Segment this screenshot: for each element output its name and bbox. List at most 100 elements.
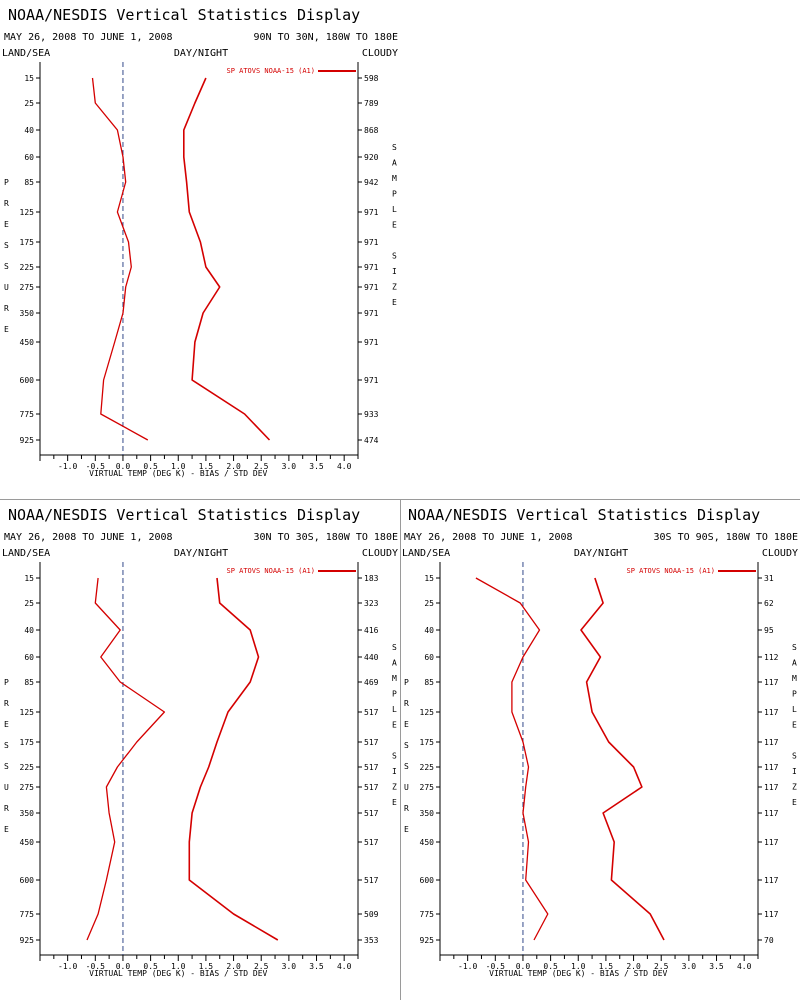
panel-divider-vertical <box>400 500 401 1000</box>
y2-axis-label-letter: A <box>392 159 397 168</box>
pressure-level-label: 775 <box>420 910 435 919</box>
panel-divider-horizontal <box>0 499 800 500</box>
y2-axis-label-letter: P <box>392 690 397 699</box>
pressure-level-label: 40 <box>424 626 434 635</box>
pressure-level-label: 25 <box>24 99 34 108</box>
x-tick-label: -1.0 <box>458 962 477 971</box>
y2-axis-label-letter: P <box>792 690 797 699</box>
pressure-level-label: 275 <box>20 283 35 292</box>
y-axis-label-letter: E <box>4 720 9 729</box>
chart-title: NOAA/NESDIS Vertical Statistics Display <box>8 6 360 24</box>
sample-size-label: 62 <box>764 599 774 608</box>
sample-size-label: 971 <box>364 263 379 272</box>
y-axis-label-letter: E <box>4 220 9 229</box>
stddev-series-line <box>188 577 279 941</box>
y2-axis-label-letter: M <box>392 174 397 183</box>
y2-axis-label-letter: Z <box>392 783 397 792</box>
y-axis-label-letter: R <box>4 304 9 313</box>
sample-size-label: 971 <box>364 376 379 385</box>
pressure-level-label: 600 <box>420 876 435 885</box>
x-tick-label: 1.0 <box>171 462 186 471</box>
sample-size-label: 117 <box>764 838 779 847</box>
y-axis-label-letter: S <box>404 741 409 750</box>
y-axis-label-letter: S <box>4 762 9 771</box>
pressure-level-label: 60 <box>424 653 434 662</box>
x-tick-label: 0.5 <box>143 462 158 471</box>
bias-series-line <box>86 577 166 941</box>
x-tick-label: -1.0 <box>58 462 77 471</box>
flag-land-sea: LAND/SEA <box>2 48 50 59</box>
y2-axis-label-letter: I <box>392 267 397 276</box>
sample-size-label: 117 <box>764 809 779 818</box>
y-axis-label-letter: R <box>404 804 409 813</box>
panel-tropics: NOAA/NESDIS Vertical Statistics Display M… <box>0 500 400 1000</box>
sample-size-label: 117 <box>764 910 779 919</box>
y-axis-label-letter: P <box>4 178 9 187</box>
y2-axis-label-letter: L <box>392 205 397 214</box>
pressure-level-label: 225 <box>420 763 435 772</box>
pressure-level-label: 40 <box>24 626 34 635</box>
x-tick-label: 4.0 <box>737 962 752 971</box>
x-tick-label: 2.5 <box>254 962 269 971</box>
y2-axis-label-letter: S <box>792 643 797 652</box>
y2-axis-label-letter: S <box>392 643 397 652</box>
pressure-level-label: 775 <box>20 410 35 419</box>
x-tick-label: 2.0 <box>626 962 641 971</box>
x-tick-label: 3.5 <box>309 462 324 471</box>
region-label: 30S TO 90S, 180W TO 180E <box>654 532 799 543</box>
pressure-level-label: 225 <box>20 263 35 272</box>
x-tick-label: 0.0 <box>516 962 531 971</box>
pressure-level-label: 175 <box>20 738 35 747</box>
y2-axis-label-letter: E <box>792 721 797 730</box>
x-tick-label: 1.5 <box>199 962 214 971</box>
x-tick-label: 1.0 <box>171 962 186 971</box>
x-tick-label: 3.5 <box>709 962 724 971</box>
sample-size-label: 971 <box>364 309 379 318</box>
sample-size-label: 517 <box>364 708 379 717</box>
region-label: 90N TO 30N, 180W TO 180E <box>254 32 399 43</box>
pressure-level-label: 350 <box>20 309 35 318</box>
flag-cloudy: CLOUDY <box>362 548 398 559</box>
x-tick-label: -0.5 <box>86 962 105 971</box>
flag-day-night: DAY/NIGHT <box>174 548 228 559</box>
x-tick-label: 3.0 <box>282 462 297 471</box>
sample-size-label: 517 <box>364 738 379 747</box>
sample-size-label: 971 <box>364 338 379 347</box>
y2-axis-label-letter: S <box>392 252 397 261</box>
y-axis-label-letter: E <box>4 825 9 834</box>
sample-size-label: 117 <box>764 708 779 717</box>
stddev-series-line <box>580 577 665 941</box>
y2-axis-label-letter: E <box>792 798 797 807</box>
x-tick-label: 3.0 <box>282 962 297 971</box>
sample-size-label: 70 <box>764 936 774 945</box>
sample-size-label: 31 <box>764 574 774 583</box>
sample-size-label: 353 <box>364 936 379 945</box>
pressure-level-label: 25 <box>24 599 34 608</box>
x-axis-label: VIRTUAL TEMP (DEG K) - BIAS / STD DEV <box>489 969 667 978</box>
sample-size-label: 416 <box>364 626 379 635</box>
x-tick-label: 2.0 <box>226 462 241 471</box>
y2-axis-label-letter: S <box>392 143 397 152</box>
pressure-level-label: 275 <box>420 783 435 792</box>
y2-axis-label-letter: Z <box>792 783 797 792</box>
y-axis-label-letter: S <box>404 762 409 771</box>
y2-axis-label-letter: L <box>392 705 397 714</box>
y2-axis-label-letter: M <box>792 674 797 683</box>
x-tick-label: 0.0 <box>116 462 131 471</box>
sample-size-label: 323 <box>364 599 379 608</box>
y-axis-label-letter: R <box>404 699 409 708</box>
y-axis-label-letter: P <box>4 678 9 687</box>
chart-north: NOAA/NESDIS Vertical Statistics Display M… <box>2 6 399 478</box>
pressure-level-label: 15 <box>424 574 434 583</box>
chart-title: NOAA/NESDIS Vertical Statistics Display <box>408 506 760 524</box>
y-axis-label-letter: S <box>4 741 9 750</box>
y-axis-label-letter: U <box>404 783 409 792</box>
legend-label: SP ATOVS NOAA-15 (A1) <box>226 567 315 575</box>
pressure-level-label: 450 <box>20 338 35 347</box>
panel-south: NOAA/NESDIS Vertical Statistics Display M… <box>400 500 800 1000</box>
sample-size-label: 95 <box>764 626 774 635</box>
x-tick-label: -1.0 <box>58 962 77 971</box>
bias-series-line <box>475 577 549 941</box>
y-axis-label-letter: R <box>4 199 9 208</box>
y2-axis-label-letter: S <box>392 752 397 761</box>
